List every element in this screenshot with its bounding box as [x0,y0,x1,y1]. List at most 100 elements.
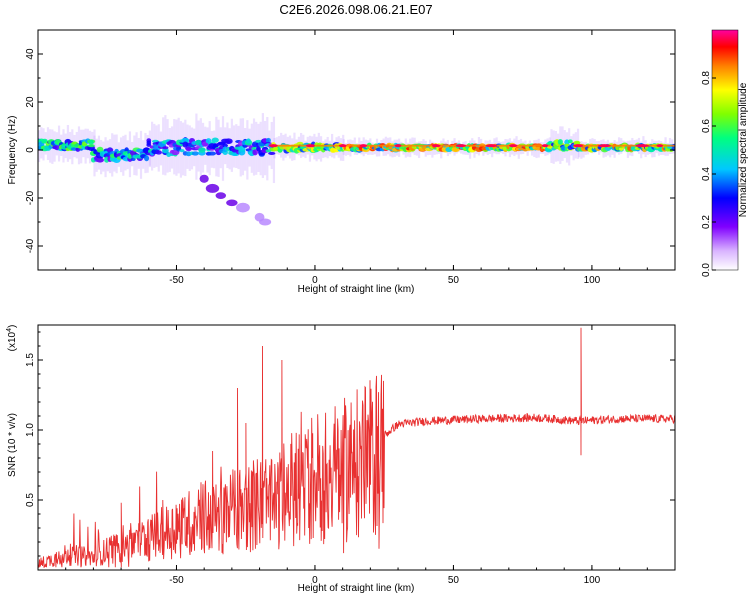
spectrogram-y-tick-label: 0 [25,147,36,153]
colorbar-tick-label: 0.4 [701,167,712,181]
spectrogram-peak [485,144,498,148]
svg-text:(x104): (x104) [6,325,18,352]
spectrogram-cell [256,145,261,152]
colorbar: 0.0 0.2 0.4 0.6 0.8 Normalized spectral ampl… [701,29,749,277]
spectrogram-y-tick-label: -40 [25,238,36,253]
colorbar-tick-label: 0.6 [701,119,712,133]
spectrogram-marks [38,113,675,226]
spectrogram-cell [191,151,199,156]
spectrogram-peak [541,144,549,148]
spectrogram-cell [224,138,233,145]
snr-x-tick-label: -50 [169,575,184,586]
spectrogram-panel: -50 0 50 100 -40 -20 0 20 40 Height of straight … [7,29,676,295]
spectrogram-cell [144,155,150,162]
spectrogram-haze [168,128,171,172]
colorbar-tick-label: 0.2 [701,215,712,229]
snr-y-tick-label: 0.5 [25,493,36,507]
snr-panel: -50 0 50 100 0.5 1.0 1.5 Height of straight li… [6,324,676,594]
spectrogram-cell [198,147,206,153]
spectrogram-peak [359,144,368,148]
spectrogram-cell [87,144,95,148]
spectrogram-x-tick-label: 100 [584,275,601,286]
snr-y-tick-label: 1.0 [25,423,36,437]
spectrogram-y-tick-label: 20 [25,96,36,108]
spectrogram-peak [338,144,347,148]
spectrogram-y-tick-label: 40 [25,48,36,60]
spectrogram-cell [185,147,192,152]
snr-x-tick-label: 0 [312,575,318,586]
spectrogram-haze [230,118,233,172]
spectrogram-ticks: -50 0 50 100 -40 -20 0 20 40 [25,29,676,286]
spectrogram-x-label: Height of straight line (km) [298,284,415,295]
spectrogram-cell [161,147,169,154]
spectrogram-cell [573,140,581,145]
spectrogram-cell [88,139,94,145]
snr-multiplier-base: (x10 [7,331,18,351]
spectrogram-haze [93,135,96,177]
spectrogram-tail-blob [226,199,238,207]
spectrogram-peak [509,144,518,148]
spectrogram-haze [640,141,643,159]
spectrogram-peak [573,144,584,148]
spectrogram-peak [598,144,611,148]
snr-multiplier-exp: 4 [6,328,13,332]
chart-title: C2E6.2026.098.06.21.E07 [279,2,432,17]
spectrogram-cell [567,139,573,144]
colorbar-tick-label: 0.0 [701,263,712,277]
spectrogram-peak [635,144,649,148]
spectrogram-peak [394,144,402,148]
spectrogram-peak [656,144,664,148]
spectrogram-cell [268,151,276,155]
snr-line-marks [38,327,675,569]
spectrogram-tail-blob [199,174,209,183]
spectrogram-haze [563,130,566,159]
spectrogram-cell [207,151,217,156]
spectrogram-haze [415,142,418,156]
snr-frame [37,324,676,571]
snr-x-label: Height of straight line (km) [298,583,415,594]
spectrogram-tail-blob [205,183,220,193]
snr-x-tick-label: 100 [584,575,601,586]
spectrogram-cell [265,137,271,144]
snr-ticks: -50 0 50 100 0.5 1.0 1.5 [25,325,676,586]
colorbar-ticks: 0.0 0.2 0.4 0.6 0.8 [701,71,716,277]
spectrogram-cell [557,139,563,145]
snr-x-tick-label: 50 [448,575,460,586]
spectrogram-cell [211,137,219,143]
spectrogram-cell [155,150,162,155]
spectrogram-x-tick-label: 0 [312,275,318,286]
colorbar-tick-label: 0.8 [701,71,712,85]
spectrogram-haze [137,138,140,169]
spectrogram-haze [232,125,236,168]
spectrogram-cell [162,146,169,150]
spectrogram-y-tick-label: -20 [25,190,36,205]
spectrogram-cell [251,141,259,148]
spectrogram-x-tick-label: -50 [169,275,184,286]
spectrogram-cell [146,140,152,146]
spectrogram-cell [179,149,185,153]
spectrogram-y-label: Frequency (Hz) [7,116,18,185]
snr-y-tick-label: 1.5 [25,353,36,367]
spectrogram-tail-blob [236,202,250,213]
spectrogram-haze [182,122,185,176]
colorbar-label: Normalized spectral amplitude [738,82,749,217]
spectrogram-cell [96,157,105,163]
spectrogram-peak [431,144,441,148]
spectrogram-x-tick-label: 50 [448,275,460,286]
spectrogram-peak [268,144,278,148]
spectrogram-cell [222,143,228,148]
spectrogram-peak [455,144,467,148]
spectrogram-cell [181,137,190,144]
spectrogram-cell [130,157,136,162]
colorbar-gradient [711,29,739,271]
spectrogram-tail-blob [215,192,227,199]
snr-multiplier: (x104) [6,325,18,352]
snr-y-label: SNR (10 * v/v) [7,413,18,477]
spectrogram-haze [166,119,169,173]
spectrogram-peak [306,144,315,148]
snr-series-line [38,327,675,569]
spectrogram-cell [246,138,251,144]
spectrogram-tail-blob [259,218,272,226]
